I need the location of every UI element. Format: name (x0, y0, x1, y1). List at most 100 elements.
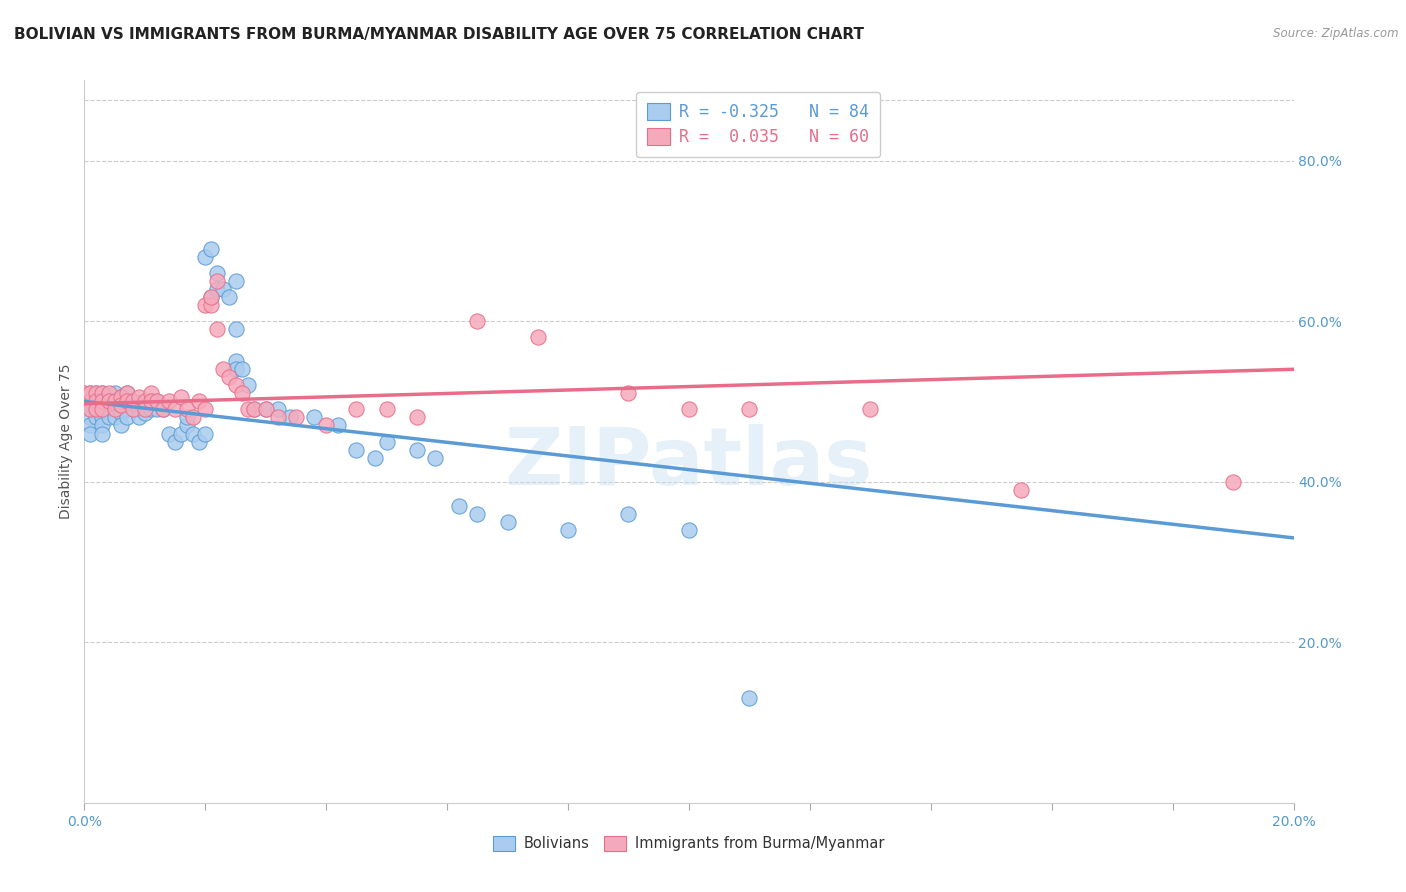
Point (91, 402, 114, 417)
Point (467, 314, 489, 328)
Point (134, 398, 156, 412)
Point (236, 402, 259, 417)
Point (225, 362, 247, 376)
Point (207, 282, 229, 296)
Point (346, 442, 368, 457)
Point (254, 402, 277, 417)
Point (170, 426, 193, 441)
Point (1011, 483, 1033, 497)
Text: BOLIVIAN VS IMMIGRANTS FROM BURMA/MYANMAR DISABILITY AGE OVER 75 CORRELATION CHA: BOLIVIAN VS IMMIGRANTS FROM BURMA/MYANMA… (14, 27, 865, 42)
Point (267, 402, 290, 417)
Point (73, 394, 96, 409)
Point (86, 398, 108, 412)
Point (176, 410, 198, 425)
Point (200, 290, 222, 304)
Point (97, 410, 120, 425)
Point (170, 390, 193, 404)
Point (86, 410, 108, 425)
Point (200, 298, 222, 312)
Point (188, 394, 211, 409)
Point (86, 402, 108, 417)
Point (79, 410, 101, 425)
Point (110, 390, 132, 404)
Point (86, 386, 108, 401)
Point (115, 394, 138, 409)
Point (121, 402, 143, 417)
Point (97, 394, 120, 409)
Point (79, 394, 101, 409)
Point (467, 507, 489, 521)
Point (200, 290, 222, 304)
Point (139, 394, 162, 409)
Point (115, 410, 138, 425)
Point (79, 426, 101, 441)
Point (218, 370, 240, 384)
Point (242, 402, 264, 417)
Point (617, 507, 640, 521)
Text: Source: ZipAtlas.com: Source: ZipAtlas.com (1274, 27, 1399, 40)
Point (375, 434, 398, 449)
Point (267, 410, 290, 425)
Point (363, 450, 385, 465)
Point (91, 418, 114, 433)
Point (73, 386, 96, 401)
Point (617, 386, 640, 401)
Point (242, 402, 264, 417)
Point (152, 402, 174, 417)
Point (104, 402, 127, 417)
Point (104, 386, 127, 401)
Point (79, 394, 101, 409)
Point (157, 394, 180, 409)
Point (134, 394, 156, 409)
Point (128, 390, 150, 404)
Point (134, 406, 156, 420)
Point (79, 402, 101, 417)
Point (128, 410, 150, 425)
Point (678, 523, 700, 537)
Point (254, 402, 277, 417)
Point (128, 402, 150, 417)
Legend: Bolivians, Immigrants from Burma/Myanmar: Bolivians, Immigrants from Burma/Myanmar (488, 830, 890, 857)
Point (557, 523, 579, 537)
Point (91, 394, 114, 409)
Point (97, 390, 120, 404)
Point (86, 386, 108, 401)
Point (236, 378, 259, 392)
Point (207, 322, 229, 336)
Point (346, 402, 368, 417)
Point (285, 410, 308, 425)
Point (110, 418, 132, 433)
Point (678, 402, 700, 417)
Point (207, 274, 229, 288)
Point (194, 250, 217, 264)
Point (449, 499, 471, 513)
Point (231, 386, 253, 401)
Point (496, 515, 519, 529)
Point (86, 394, 108, 409)
Point (176, 418, 198, 433)
Point (194, 426, 217, 441)
Point (115, 386, 138, 401)
Point (146, 394, 169, 409)
Point (181, 426, 204, 441)
Point (181, 410, 204, 425)
Point (738, 402, 761, 417)
Point (121, 394, 143, 409)
Point (738, 691, 761, 706)
Point (91, 386, 114, 401)
Point (110, 398, 132, 412)
Point (91, 426, 114, 441)
Point (86, 394, 108, 409)
Point (527, 330, 550, 344)
Point (86, 402, 108, 417)
Point (110, 406, 132, 420)
Point (115, 386, 138, 401)
Point (278, 410, 301, 425)
Point (176, 402, 198, 417)
Point (188, 434, 211, 449)
Point (79, 402, 101, 417)
Point (194, 298, 217, 312)
Point (212, 282, 235, 296)
Point (121, 394, 143, 409)
Point (165, 402, 187, 417)
